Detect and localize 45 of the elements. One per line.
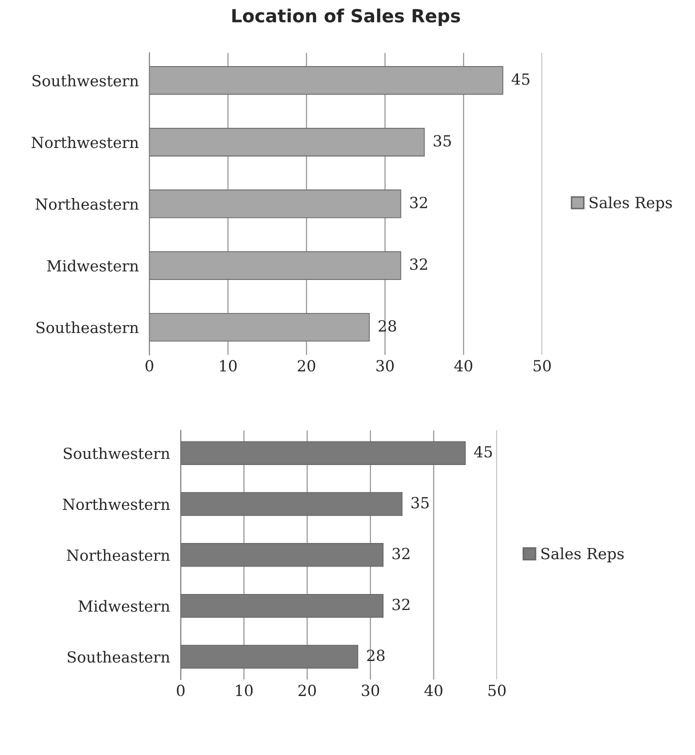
- data-label: 45: [512, 73, 530, 85]
- x-tick-label: 30: [362, 684, 380, 696]
- y-tick-label: Northeastern: [36, 198, 139, 210]
- data-label: 35: [412, 496, 429, 508]
- x-tick-label: 10: [236, 684, 253, 696]
- x-tick-label: 20: [298, 684, 316, 696]
- y-tick-label: Midwestern: [78, 600, 170, 612]
- bar: [149, 312, 370, 342]
- x-tick-label: 20: [298, 360, 316, 372]
- legend-label: Sales Reps: [541, 548, 624, 562]
- bar: [180, 644, 358, 669]
- legend-label: Sales Reps: [590, 196, 672, 212]
- y-tick-label: Southeastern: [68, 650, 170, 663]
- chart-title: Location of Sales Reps: [232, 8, 460, 26]
- y-tick-label: Northeastern: [66, 549, 170, 561]
- y-tick-label: Midwestern: [47, 260, 139, 272]
- bar: [180, 543, 384, 567]
- bar: [180, 594, 384, 618]
- bar: [149, 251, 402, 280]
- x-tick-label: 40: [424, 684, 442, 696]
- y-tick-label: Southwestern: [64, 447, 170, 460]
- x-tick-label: 40: [454, 360, 472, 372]
- x-tick-label: 30: [376, 360, 394, 372]
- x-tick-label: 0: [146, 360, 154, 372]
- bar: [149, 190, 402, 218]
- data-label: 32: [392, 598, 410, 610]
- data-label: 32: [410, 258, 428, 270]
- y-tick-label: Southeastern: [36, 321, 139, 334]
- x-tick-label: 50: [488, 684, 506, 696]
- data-label: 32: [392, 548, 410, 560]
- bar: [180, 492, 402, 516]
- data-label: 32: [410, 196, 428, 208]
- x-tick-label: 50: [534, 360, 551, 372]
- y-tick-label: Southwestern: [32, 74, 139, 86]
- data-label: 35: [434, 135, 451, 147]
- data-label: 28: [367, 650, 385, 662]
- y-tick-label: Northwestern: [62, 498, 170, 510]
- bar: [180, 441, 466, 465]
- y-tick-label: Northwestern: [32, 136, 139, 148]
- data-label: 28: [378, 320, 396, 332]
- bar: [149, 128, 425, 156]
- x-tick-label: 10: [220, 360, 237, 372]
- x-tick-label: 0: [176, 684, 185, 696]
- data-label: 45: [474, 446, 492, 458]
- bar: [149, 66, 504, 95]
